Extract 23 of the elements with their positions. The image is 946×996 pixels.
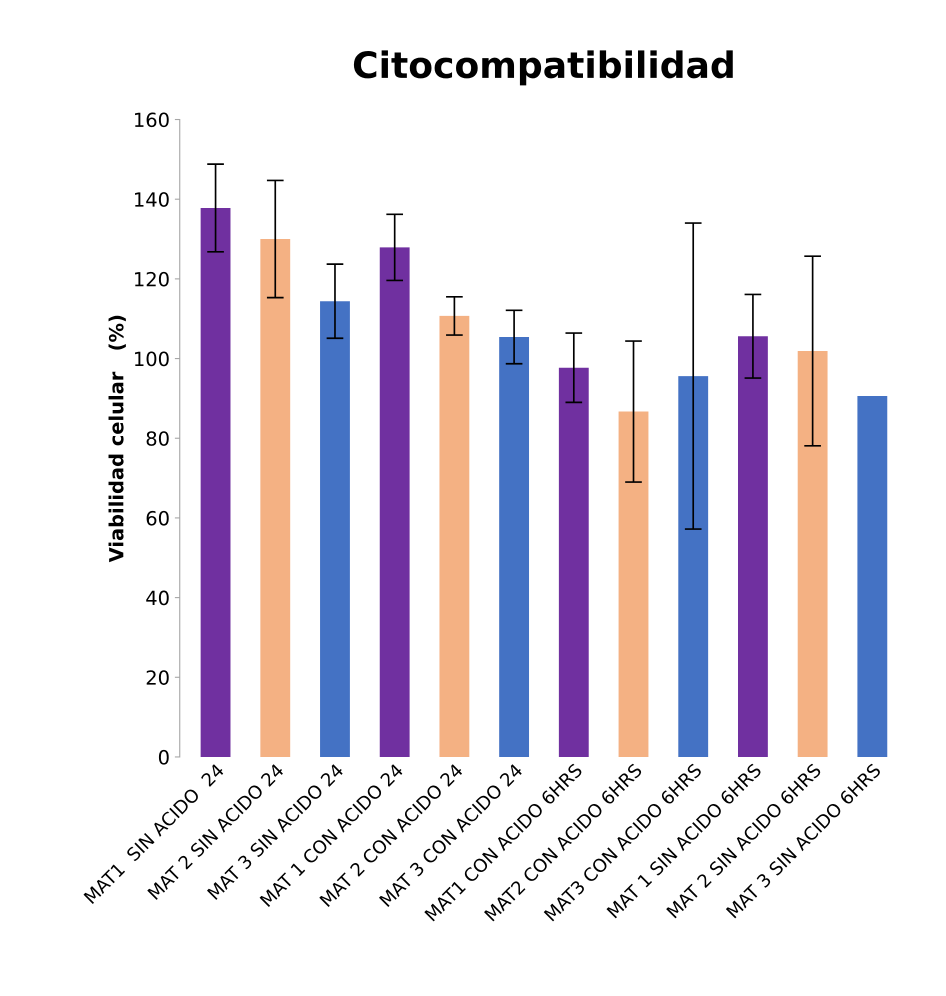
bar <box>499 337 530 757</box>
bar <box>558 368 589 757</box>
chart-title: Citocompatibilidad <box>354 50 733 86</box>
y-tick-label: 40 <box>146 590 169 606</box>
y-tick-label: 120 <box>135 272 169 287</box>
bar <box>618 412 648 757</box>
y-tick-label: 60 <box>146 510 169 526</box>
y-axis-title: Viabilidad celular (%) <box>108 316 126 562</box>
bar <box>798 350 828 757</box>
bar <box>380 247 410 757</box>
bar <box>738 336 768 757</box>
bar <box>320 301 350 757</box>
y-tick-label: 160 <box>135 112 169 128</box>
bar <box>439 316 470 757</box>
bar <box>200 208 230 757</box>
bar <box>260 239 290 757</box>
y-tick-label: 20 <box>146 670 169 685</box>
y-tick-label: 100 <box>135 352 169 366</box>
y-tick-label: 80 <box>146 431 169 446</box>
bar <box>678 376 708 757</box>
y-tick-label: 0 <box>158 750 169 765</box>
y-tick-label: 140 <box>135 192 169 207</box>
bar <box>857 396 888 757</box>
